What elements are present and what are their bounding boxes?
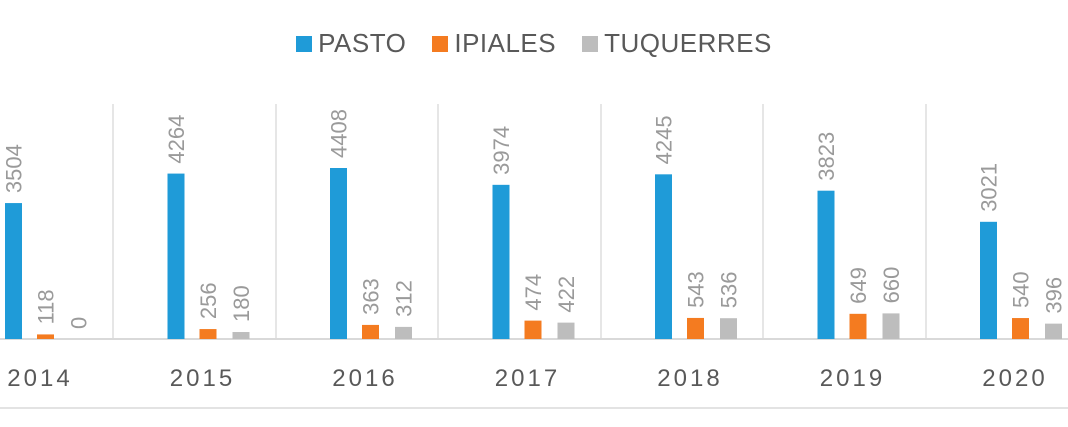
x-tick-label-2014: 2014 xyxy=(7,365,72,392)
bar-tuquerres-2018 xyxy=(720,318,737,339)
data-label-pasto-2014: 3504 xyxy=(2,144,27,193)
data-label-ipiales-2015: 256 xyxy=(196,282,221,319)
bar-pasto-2016 xyxy=(330,168,347,339)
bottom-border xyxy=(0,407,1068,409)
x-tick-label-2019: 2019 xyxy=(820,365,885,392)
bar-pasto-2017 xyxy=(492,184,510,339)
x-tick-label-2016: 2016 xyxy=(332,365,397,392)
bar-ipiales-2018 xyxy=(687,317,704,339)
data-label-ipiales-2014: 118 xyxy=(34,289,59,324)
data-label-tuquerres-2019: 660 xyxy=(879,267,904,304)
x-tick-label-2020: 2020 xyxy=(982,365,1047,392)
legend-label-tuquerres: TUQUERRES xyxy=(604,28,772,58)
legend: PASTO IPIALES TUQUERRES xyxy=(0,28,1068,59)
data-label-tuquerres-2016: 312 xyxy=(392,280,417,317)
bar-pasto-2020 xyxy=(980,221,997,339)
data-label-tuquerres-2015: 180 xyxy=(229,285,254,322)
data-label-pasto-2015: 4264 xyxy=(164,115,189,164)
legend-swatch-ipiales xyxy=(432,35,449,52)
data-label-ipiales-2017: 474 xyxy=(521,274,546,311)
data-label-ipiales-2016: 363 xyxy=(359,278,384,315)
x-tick-label-2017: 2017 xyxy=(495,365,560,392)
x-tick-label-2015: 2015 xyxy=(170,365,235,392)
legend-swatch-pasto xyxy=(296,35,313,52)
bar-pasto-2015 xyxy=(167,173,185,339)
bar-tuquerres-2017 xyxy=(557,322,575,339)
data-label-tuquerres-2014: 0 xyxy=(67,317,92,329)
bar-tuquerres-2020 xyxy=(1045,323,1062,339)
legend-item-ipiales: IPIALES xyxy=(432,28,556,59)
data-label-ipiales-2019: 649 xyxy=(846,267,871,304)
legend-item-pasto: PASTO xyxy=(296,28,406,59)
bar-pasto-2018 xyxy=(655,174,672,339)
bar-tuquerres-2019 xyxy=(882,313,900,339)
bar-tuquerres-2015 xyxy=(232,332,250,339)
legend-item-tuquerres: TUQUERRES xyxy=(582,28,772,59)
bar-pasto-2014 xyxy=(5,203,22,339)
bar-pasto-2019 xyxy=(817,190,835,339)
bar-ipiales-2017 xyxy=(524,320,542,339)
bar-ipiales-2014 xyxy=(37,334,54,339)
bar-tuquerres-2016 xyxy=(395,326,412,339)
data-label-tuquerres-2017: 422 xyxy=(554,276,579,313)
data-label-ipiales-2018: 543 xyxy=(684,271,709,308)
bar-ipiales-2016 xyxy=(362,324,379,339)
x-tick-label-2018: 2018 xyxy=(657,365,722,392)
data-label-tuquerres-2018: 536 xyxy=(717,271,742,308)
bar-ipiales-2015 xyxy=(199,329,217,339)
data-label-ipiales-2020: 540 xyxy=(1009,271,1034,308)
data-label-tuquerres-2020: 396 xyxy=(1042,277,1067,314)
legend-label-pasto: PASTO xyxy=(318,28,407,58)
data-label-pasto-2019: 3823 xyxy=(814,132,839,181)
legend-label-ipiales: IPIALES xyxy=(454,28,557,58)
data-label-pasto-2020: 3021 xyxy=(977,163,1002,212)
data-label-pasto-2018: 4245 xyxy=(652,115,677,164)
bar-ipiales-2020 xyxy=(1012,318,1029,339)
legend-swatch-tuquerres xyxy=(582,35,599,52)
data-label-pasto-2016: 4408 xyxy=(327,109,352,158)
bar-ipiales-2019 xyxy=(849,313,867,339)
data-label-pasto-2017: 3974 xyxy=(489,126,514,175)
